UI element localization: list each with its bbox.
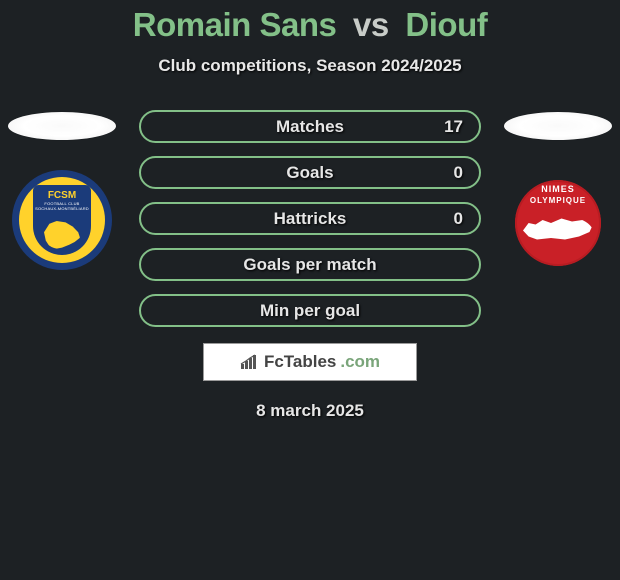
subtitle: Club competitions, Season 2024/2025 (0, 56, 620, 76)
lion-icon (44, 221, 80, 249)
player1-name: Romain Sans (133, 6, 337, 43)
club-logo-right: NIMES OLYMPIQUE (508, 170, 608, 270)
stat-label: Matches (276, 117, 344, 137)
page-title: Romain Sans vs Diouf (0, 6, 620, 44)
stat-right-value: 0 (454, 209, 463, 229)
nimes-text-top: NIMES (515, 184, 601, 194)
stat-min-per-goal: Min per goal (139, 294, 481, 327)
club-logo-left: FCSM FOOTBALL CLUB SOCHAUX-MONTBÉLIARD (12, 170, 112, 270)
stat-goals-per-match: Goals per match (139, 248, 481, 281)
stat-right-value: 0 (454, 163, 463, 183)
stat-label: Goals per match (243, 255, 376, 275)
date-label: 8 march 2025 (0, 401, 620, 421)
stat-right-value: 17 (444, 117, 463, 137)
player2-name: Diouf (405, 6, 487, 43)
crocodile-icon (523, 214, 593, 244)
stats-column: Matches 17 Goals 0 Hattricks 0 Goals per… (139, 110, 481, 327)
main-row: FCSM FOOTBALL CLUB SOCHAUX-MONTBÉLIARD M… (0, 112, 620, 327)
nimes-text-bottom: OLYMPIQUE (515, 196, 601, 205)
player1-photo-placeholder (8, 112, 116, 140)
left-side: FCSM FOOTBALL CLUB SOCHAUX-MONTBÉLIARD (7, 112, 117, 270)
stat-label: Min per goal (260, 301, 360, 321)
comparison-card: Romain Sans vs Diouf Club competitions, … (0, 0, 620, 421)
stat-matches: Matches 17 (139, 110, 481, 143)
stat-hattricks: Hattricks 0 (139, 202, 481, 235)
right-side: NIMES OLYMPIQUE (503, 112, 613, 270)
player2-photo-placeholder (504, 112, 612, 140)
vs-label: vs (353, 6, 389, 43)
chart-icon (240, 354, 260, 370)
branding-text: FcTables (264, 352, 336, 372)
fcsm-text: FCSM (48, 191, 76, 201)
stat-label: Goals (286, 163, 333, 183)
stat-goals: Goals 0 (139, 156, 481, 189)
branding-suffix: .com (340, 352, 380, 372)
branding-badge[interactable]: FcTables.com (203, 343, 417, 381)
stat-label: Hattricks (274, 209, 347, 229)
